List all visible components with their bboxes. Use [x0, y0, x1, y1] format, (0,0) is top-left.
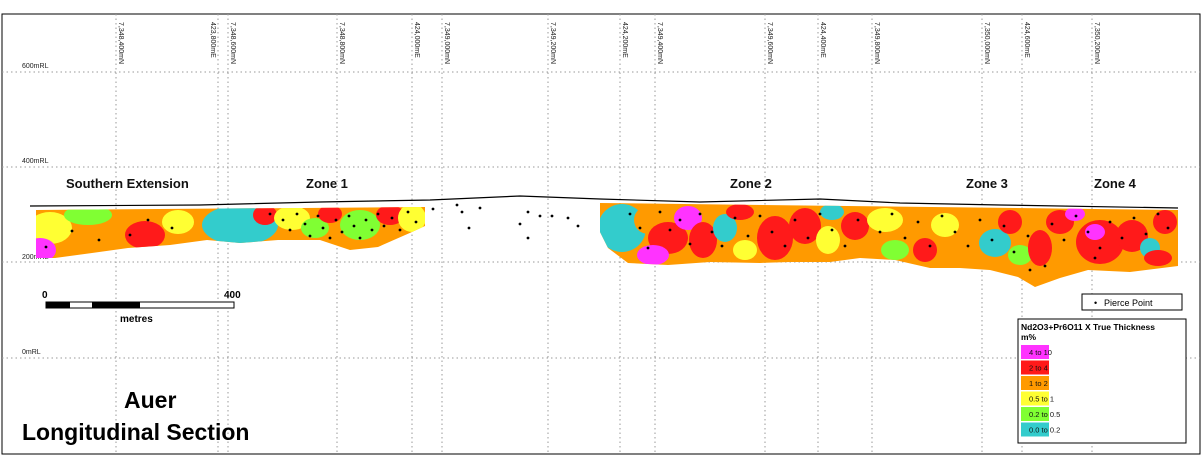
legend-range-label: 0.2 to 0.5	[1029, 410, 1060, 419]
pierce-point-symbol: •	[1094, 298, 1097, 308]
scale-end-label: 400	[224, 290, 241, 301]
grade-legend-rows: 4 to 10 2 to 4 1 to 2 0.5 to 1 0.2 to 0.5 0.0…	[1021, 345, 1060, 437]
coordinate-labels: 7,348,400mN 423,800mE 7,348,600mN 7,348,…	[117, 22, 1100, 64]
zone-label-zone-2: Zone 2	[730, 176, 772, 191]
legend-range-label: 4 to 10	[1029, 348, 1052, 357]
legend-swatch	[1021, 407, 1049, 421]
northing-label: 7,350,200mN	[1093, 22, 1100, 64]
elevation-grid	[2, 71, 1200, 359]
easting-label: 424,400mE	[819, 22, 826, 58]
pierce-points	[44, 203, 1170, 272]
easting-label: 424,000mE	[413, 22, 420, 58]
legend-range-label: 0.5 to 1	[1029, 395, 1054, 404]
legend-swatch	[1021, 345, 1049, 359]
northing-label: 7,349,200mN	[549, 22, 556, 64]
coordinate-grid	[115, 14, 1093, 454]
scale-unit-label: metres	[120, 314, 153, 325]
grade-legend-title-line2: m%	[1021, 332, 1037, 342]
legend-swatch	[1021, 376, 1049, 390]
northing-label: 7,349,000mN	[443, 22, 450, 64]
legend-swatch	[1021, 422, 1049, 437]
grade-legend-title: Nd2O3+Pr6O11 X True Thickness m%	[1021, 322, 1157, 342]
legend-swatch	[1021, 391, 1049, 406]
easting-label: 424,200mE	[621, 22, 628, 58]
zone-label-southern-extension: Southern Extension	[66, 176, 189, 191]
easting-label: 423,800mE	[209, 22, 216, 58]
northing-label: 7,349,800mN	[873, 22, 880, 64]
northing-label: 7,348,400mN	[117, 22, 124, 64]
grade-legend: Nd2O3+Pr6O11 X True Thickness m% 4 to 10…	[1017, 318, 1187, 444]
elevation-label-0: 0mRL	[22, 349, 41, 356]
grade-legend-title-line1: Nd2O3+Pr6O11 X True Thickness	[1021, 322, 1155, 332]
northing-label: 7,349,400mN	[656, 22, 663, 64]
legend-swatch	[1021, 360, 1049, 375]
legend-range-label: 2 to 4	[1029, 364, 1048, 373]
elevation-label-200: 200mRL	[22, 254, 49, 261]
easting-label: 424,600mE	[1023, 22, 1030, 58]
northing-label: 7,350,000mN	[983, 22, 990, 64]
section-title-line1: Auer	[124, 387, 176, 413]
northing-label: 7,348,600mN	[229, 22, 236, 64]
scale-bar: 0 400 metres	[42, 290, 241, 325]
pierce-point-legend: • Pierce Point	[1081, 293, 1183, 311]
pierce-point-label: Pierce Point	[1104, 298, 1153, 308]
northing-label: 7,349,600mN	[766, 22, 773, 64]
section-title-line2: Longitudinal Section	[22, 419, 249, 445]
zone-label-zone-3: Zone 3	[966, 176, 1008, 191]
topographic-surface	[29, 195, 1179, 209]
elevation-label-600: 600mRL	[22, 63, 49, 70]
legend-range-label: 0.0 to 0.2	[1029, 426, 1060, 435]
northing-label: 7,348,800mN	[338, 22, 345, 64]
zone-label-zone-1: Zone 1	[306, 176, 348, 191]
zone-label-zone-4: Zone 4	[1094, 176, 1137, 191]
elevation-label-400: 400mRL	[22, 158, 49, 165]
legend-range-label: 1 to 2	[1029, 379, 1048, 388]
scale-start-label: 0	[42, 290, 48, 301]
